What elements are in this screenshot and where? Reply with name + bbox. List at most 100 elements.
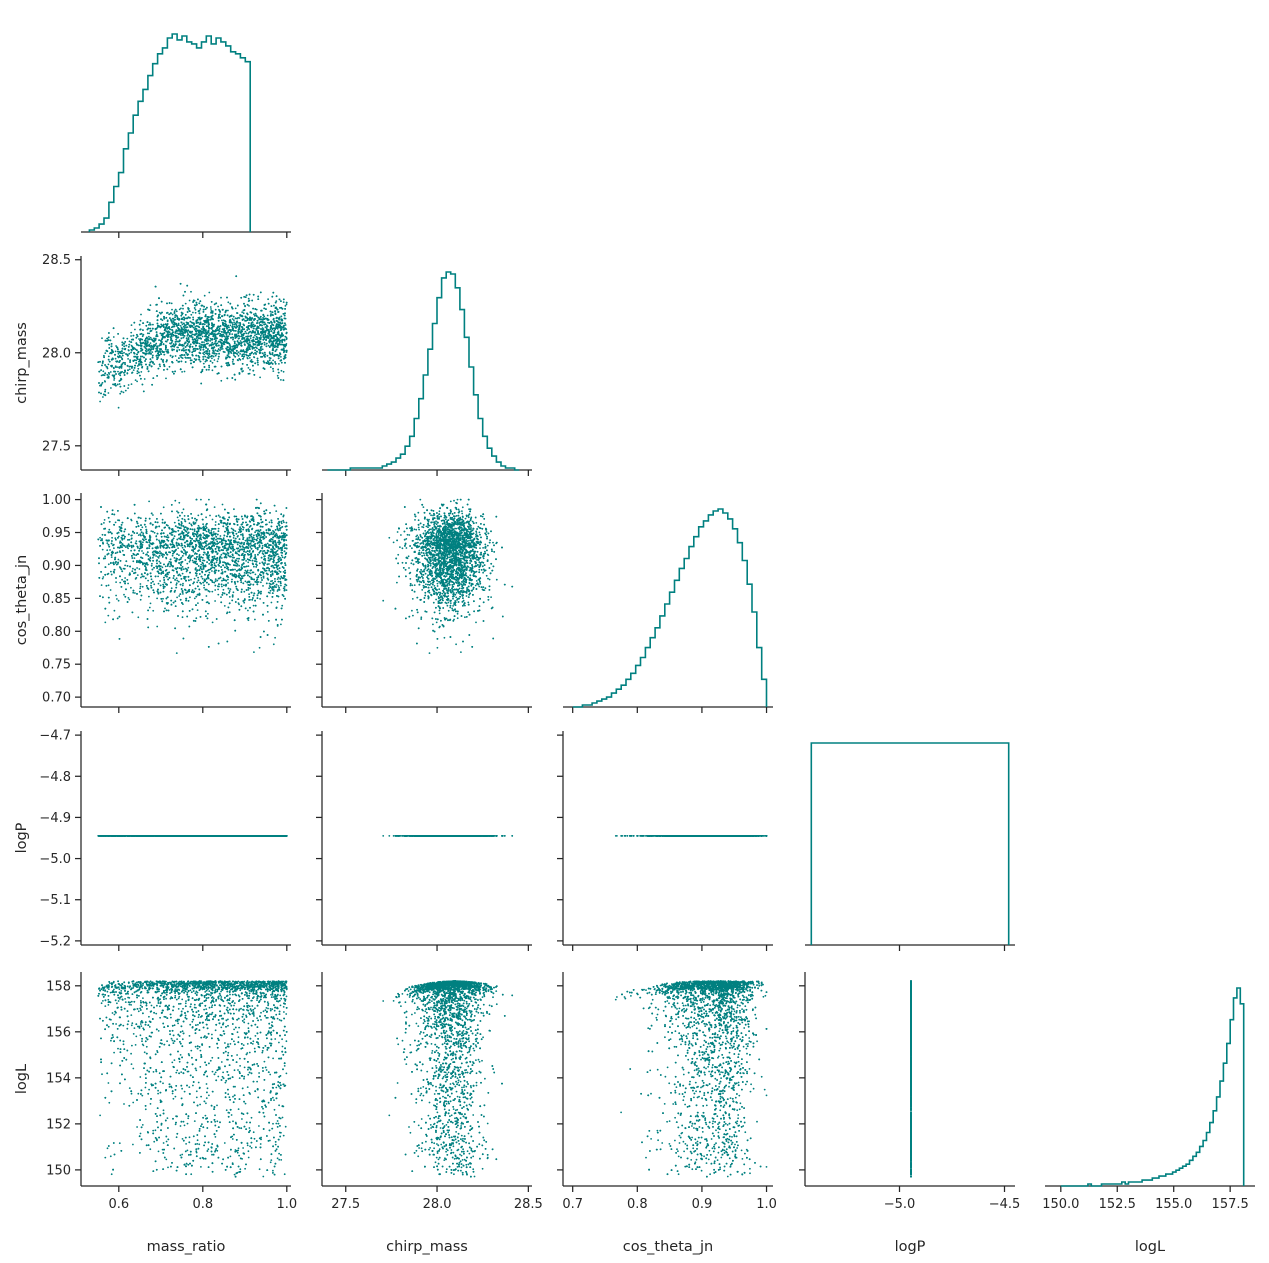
scatter-point	[276, 340, 278, 343]
scatter-point	[279, 339, 282, 342]
scatter-point	[121, 350, 123, 352]
scatter-point	[183, 318, 186, 321]
scatter-point	[163, 363, 165, 366]
scatter-point	[184, 361, 187, 363]
scatter-point	[243, 572, 246, 574]
scatter-point	[222, 588, 225, 591]
scatter-point	[103, 354, 105, 357]
scatter-point	[274, 362, 277, 365]
y-tick-label: 0.75	[42, 658, 71, 673]
scatter-point	[205, 334, 207, 336]
scatter-point	[148, 323, 150, 326]
scatter-point	[200, 382, 203, 385]
scatter-point	[109, 371, 112, 373]
scatter-point	[184, 314, 187, 316]
scatter-point	[212, 355, 215, 358]
scatter-point	[149, 349, 152, 352]
scatter-point	[261, 348, 264, 351]
scatter-point	[277, 371, 280, 374]
scatter-point	[214, 308, 217, 311]
scatter-point	[266, 336, 269, 339]
scatter-point	[166, 359, 168, 362]
scatter-point	[115, 384, 117, 387]
scatter-point	[284, 308, 286, 310]
scatter-point	[266, 314, 269, 317]
scatter-point	[213, 562, 216, 565]
scatter-point	[136, 365, 139, 367]
scatter-point	[107, 372, 110, 374]
scatter-point	[213, 330, 216, 333]
scatter-point	[115, 373, 117, 375]
scatter-point	[233, 354, 235, 357]
scatter-point	[165, 326, 168, 329]
scatter-point	[283, 521, 285, 524]
scatter-point	[152, 347, 155, 349]
scatter-point	[211, 314, 214, 317]
scatter-point	[197, 576, 200, 579]
scatter-point	[235, 349, 238, 352]
scatter-point	[195, 319, 198, 322]
scatter-point	[203, 305, 206, 308]
scatter-point	[101, 337, 103, 340]
scatter-point	[184, 341, 187, 344]
scatter-point	[140, 345, 142, 347]
scatter-point	[121, 354, 124, 357]
scatter-point	[211, 338, 214, 340]
scatter-point	[239, 526, 242, 529]
scatter-point	[126, 364, 129, 367]
scatter-point	[161, 566, 164, 569]
scatter-point	[279, 343, 282, 346]
scatter-point	[134, 542, 137, 545]
scatter-point	[146, 340, 149, 342]
scatter-point	[187, 333, 189, 335]
scatter-point	[136, 574, 139, 576]
scatter-point	[229, 324, 232, 327]
scatter-point	[265, 345, 268, 348]
scatter-point	[159, 326, 162, 328]
scatter-point	[202, 345, 205, 348]
scatter-point	[176, 596, 179, 599]
scatter-point	[198, 312, 201, 315]
scatter-point	[266, 329, 268, 331]
scatter-point	[166, 319, 169, 322]
scatter-point	[189, 357, 192, 359]
scatter-point	[266, 611, 269, 613]
scatter-point	[178, 319, 180, 321]
scatter-point	[179, 325, 182, 327]
scatter-point	[209, 318, 212, 321]
scatter-point	[254, 308, 257, 310]
scatter-point	[163, 315, 165, 318]
scatter-point	[205, 525, 207, 528]
scatter-point	[110, 352, 113, 355]
scatter-point	[271, 341, 274, 344]
scatter-point	[231, 325, 234, 328]
scatter-point	[215, 538, 217, 541]
scatter-point	[283, 314, 286, 317]
scatter-point	[208, 334, 210, 337]
scatter-point	[129, 361, 132, 363]
scatter-point	[204, 320, 207, 322]
scatter-point	[266, 354, 269, 357]
scatter-point	[244, 539, 247, 542]
scatter-point	[239, 353, 242, 355]
scatter-point	[135, 336, 138, 339]
scatter-point	[182, 344, 185, 347]
scatter-point	[178, 357, 180, 359]
scatter-point	[148, 338, 151, 341]
scatter-point	[190, 523, 193, 526]
scatter-point	[149, 327, 152, 330]
scatter-point	[267, 302, 270, 305]
scatter-point	[105, 365, 108, 368]
scatter-point	[131, 367, 133, 369]
scatter-point	[281, 604, 284, 607]
scatter-point	[146, 321, 149, 323]
scatter-point	[210, 308, 212, 310]
scatter-point	[159, 365, 162, 368]
scatter-point	[269, 362, 272, 365]
scatter-point	[150, 365, 153, 368]
scatter-point	[138, 360, 140, 363]
scatter-point	[144, 339, 147, 342]
scatter-point	[101, 577, 104, 580]
scatter-point	[231, 323, 234, 326]
scatter-point	[142, 322, 145, 324]
